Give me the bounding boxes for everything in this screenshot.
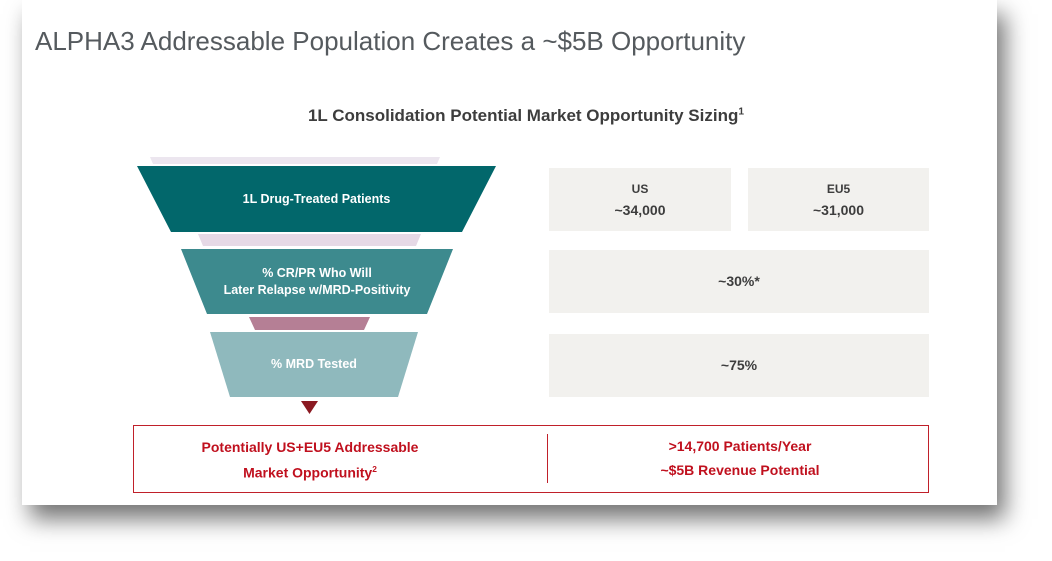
stage-2-line-2: Later Relapse w/MRD-Positivity [223, 282, 411, 297]
funnel-connector-top [150, 157, 440, 164]
summary-right-line-2: ~$5B Revenue Potential [660, 462, 820, 478]
funnel-connector-1 [198, 234, 421, 246]
diagram-subtitle: 1L Consolidation Potential Market Opport… [0, 106, 1052, 126]
footnote-marker: 1 [738, 106, 745, 118]
subtitle-text: 1L Consolidation Potential Market Opport… [307, 106, 739, 125]
funnel-stage-2-label: % CR/PR Who Will Later Relapse w/MRD-Pos… [181, 249, 453, 314]
summary-right: >14,700 Patients/Year ~$5B Revenue Poten… [570, 434, 910, 482]
mrd-box: ~75% [549, 334, 929, 397]
funnel-stage-1 [137, 166, 496, 232]
eu5-value: ~31,000 [813, 201, 864, 218]
us-label: US [631, 181, 649, 196]
summary-left-text: Market Opportunity [243, 464, 373, 481]
us-box: US ~34,000 [549, 168, 731, 231]
funnel-stage-1-label: 1L Drug-Treated Patients [242, 191, 391, 206]
summary-left-line-1: Potentially US+EU5 Addressable [201, 439, 419, 455]
funnel-connector-2 [249, 317, 370, 330]
summary-divider [547, 434, 548, 483]
stage-2-line-1: % CR/PR Who Will [262, 265, 372, 280]
summary-right-line-1: >14,700 Patients/Year [668, 438, 812, 454]
summary-left: Potentially US+EU5 Addressable Market Op… [140, 436, 480, 484]
summary-box [133, 425, 929, 493]
footnote-marker-2: 2 [372, 464, 377, 474]
eu5-box: EU5 ~31,000 [748, 168, 929, 231]
relapse-value: ~30%* [718, 273, 760, 289]
funnel-stage-3 [210, 332, 418, 397]
down-arrow-icon [301, 401, 318, 414]
relapse-box: ~30%* [549, 250, 929, 313]
funnel-stage-2 [181, 249, 453, 314]
mrd-value: ~75% [720, 357, 758, 373]
page-title: ALPHA3 Addressable Population Creates a … [35, 26, 746, 56]
eu5-label: EU5 [826, 181, 851, 196]
summary-left-line-2: Market Opportunity2 [140, 458, 480, 484]
us-value: ~34,000 [614, 201, 666, 218]
funnel-stage-3-label: % MRD Tested [271, 357, 357, 371]
